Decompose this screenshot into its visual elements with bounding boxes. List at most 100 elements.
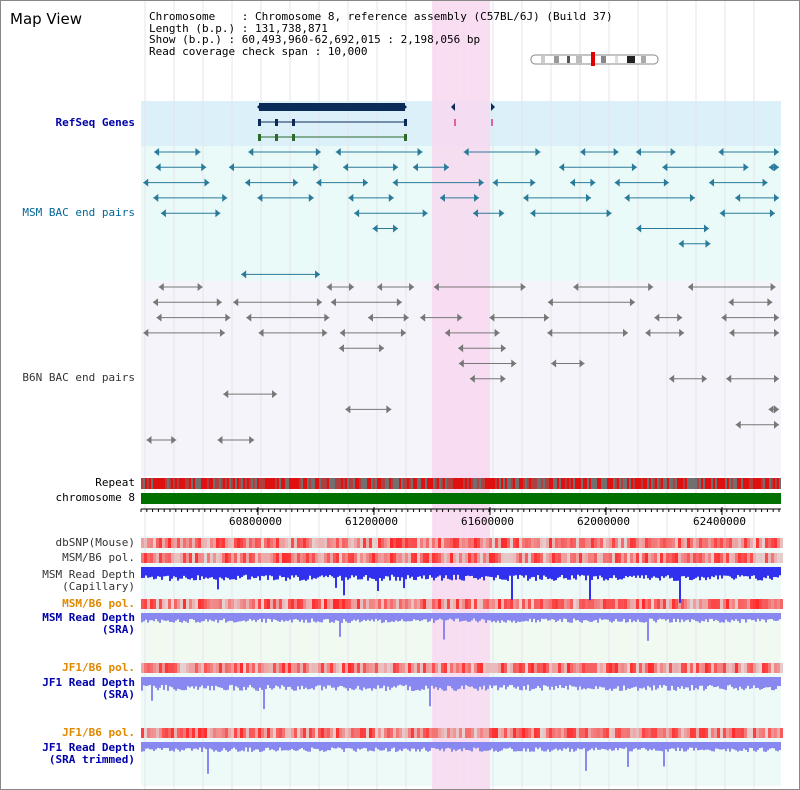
track-label-msm-b6-pol-2[interactable]: MSM/B6 pol. bbox=[62, 597, 135, 610]
msm-capillary-depth-bar bbox=[291, 567, 293, 576]
jf1-b6-pol-cell bbox=[249, 663, 252, 673]
repeat-segment bbox=[265, 478, 267, 489]
msm-capillary-depth-bar bbox=[607, 567, 609, 581]
msm-sra-depth-bar bbox=[603, 613, 605, 620]
msm-capillary-depth-bar bbox=[149, 567, 151, 578]
jf1-b6-pol-cell bbox=[504, 663, 507, 673]
dbsnp-cell bbox=[366, 538, 369, 548]
msm-b6-pol-cell bbox=[360, 553, 363, 563]
msm-sra-depth-bar bbox=[395, 613, 397, 621]
jf1-sra-depth-bar bbox=[183, 677, 185, 691]
jf1-b6-pol-cell bbox=[498, 728, 501, 738]
coverage-label: Read coverage check span : bbox=[149, 44, 322, 58]
msm-b6-pol-cell bbox=[555, 599, 558, 609]
jf1-trimmed-depth-bar bbox=[541, 742, 543, 751]
jf1-b6-pol-cell bbox=[492, 663, 495, 673]
msm-bac-pair-end bbox=[463, 148, 469, 156]
b6n-bac-pair-end bbox=[629, 298, 635, 307]
msm-b6-pol-cell bbox=[303, 599, 306, 609]
repeat-segment bbox=[567, 478, 569, 489]
msm-capillary-depth-bar bbox=[387, 567, 389, 577]
refseq-gene-arrow bbox=[257, 103, 261, 111]
jf1-trimmed-depth-bar bbox=[433, 742, 435, 748]
dbsnp-cell bbox=[645, 538, 648, 548]
track-label-msm-read-depth-sra[interactable]: MSM Read Depth (SRA) bbox=[42, 611, 135, 636]
track-label-dbsnp[interactable]: dbSNP(Mouse) bbox=[55, 536, 135, 549]
jf1-sra-depth-bar bbox=[529, 677, 531, 691]
track-label-jf1-b6-pol-2[interactable]: JF1/B6 pol. bbox=[62, 726, 135, 739]
jf1-trimmed-depth-bar bbox=[725, 742, 727, 752]
dbsnp-cell bbox=[162, 538, 165, 548]
repeat-segment bbox=[541, 478, 543, 489]
msm-b6-pol-cell bbox=[510, 553, 513, 563]
jf1-b6-pol-cell bbox=[678, 728, 681, 738]
jf1-trimmed-depth-bar bbox=[601, 742, 603, 749]
b6n-bac-pair-end bbox=[171, 436, 177, 444]
jf1-b6-pol-cell bbox=[741, 728, 744, 738]
jf1-sra-depth-bar bbox=[317, 677, 319, 686]
dbsnp-cell bbox=[747, 538, 750, 548]
jf1-sra-depth-bar bbox=[161, 677, 163, 685]
track-label-jf1-read-depth-sra[interactable]: JF1 Read Depth (SRA) bbox=[42, 676, 135, 701]
msm-capillary-depth-bar bbox=[711, 567, 713, 577]
msm-b6-pol-cell bbox=[354, 599, 357, 609]
jf1-b6-pol-cell bbox=[474, 728, 477, 738]
jf1-trimmed-depth-bar bbox=[285, 742, 287, 751]
repeat-segment bbox=[363, 478, 365, 489]
track-label-refseq[interactable]: RefSeq Genes bbox=[55, 116, 135, 129]
jf1-sra-depth-bar bbox=[657, 677, 659, 689]
msm-b6-pol-cell bbox=[555, 553, 558, 563]
repeat-segment bbox=[445, 478, 447, 489]
jf1-trimmed-depth-bar bbox=[283, 742, 285, 751]
jf1-sra-depth-bar bbox=[209, 677, 211, 691]
msm-b6-pol-cell bbox=[273, 599, 276, 609]
dbsnp-cell bbox=[426, 538, 429, 548]
msm-sra-depth-bar bbox=[751, 613, 753, 621]
msm-capillary-depth-bar bbox=[423, 567, 425, 576]
jf1-sra-depth-bar bbox=[749, 677, 751, 689]
jf1-b6-pol-cell bbox=[342, 663, 345, 673]
msm-bac-pair-end bbox=[631, 163, 637, 172]
repeat-segment bbox=[229, 478, 231, 489]
track-label-msm-b6-pol-1[interactable]: MSM/B6 pol. bbox=[62, 551, 135, 564]
msm-b6-pol-cell bbox=[624, 553, 627, 563]
jf1-sra-depth-bar bbox=[197, 677, 199, 690]
msm-capillary-depth-bar bbox=[431, 567, 433, 578]
jf1-trimmed-depth-bar bbox=[239, 742, 241, 752]
refseq-exon bbox=[275, 134, 278, 141]
jf1-sra-depth-bar bbox=[365, 677, 367, 690]
jf1-sra-depth-bar bbox=[207, 677, 209, 686]
msm-sra-depth-bar bbox=[317, 613, 319, 622]
track-label-msm-bac[interactable]: MSM BAC end pairs bbox=[22, 206, 135, 219]
jf1-b6-pol-cell bbox=[216, 728, 219, 738]
repeat-segment bbox=[267, 478, 269, 489]
jf1-trimmed-depth-bar bbox=[265, 742, 267, 749]
jf1-trimmed-depth-bar bbox=[593, 742, 595, 751]
dbsnp-cell bbox=[498, 538, 501, 548]
jf1-b6-pol-cell bbox=[204, 663, 207, 673]
jf1-b6-pol-cell bbox=[618, 663, 621, 673]
dbsnp-cell bbox=[342, 538, 345, 548]
track-label-jf1-b6-pol-1[interactable]: JF1/B6 pol. bbox=[62, 661, 135, 674]
track-label-b6n-bac[interactable]: B6N BAC end pairs bbox=[22, 371, 135, 384]
repeat-segment bbox=[619, 478, 621, 489]
jf1-sra-depth-bar bbox=[547, 677, 549, 687]
jf1-trimmed-depth-bar bbox=[621, 742, 623, 749]
dbsnp-cell bbox=[591, 538, 594, 548]
jf1-b6-pol-cell bbox=[168, 663, 171, 673]
b6n-bac-pair-end bbox=[500, 374, 506, 383]
jf1-b6-pol-cell bbox=[561, 728, 564, 738]
jf1-sra-depth-bar bbox=[617, 677, 619, 687]
track-label-msm-read-depth-capillary[interactable]: MSM Read Depth (Capillary) bbox=[42, 568, 135, 593]
repeat-segment bbox=[589, 478, 591, 489]
jf1-trimmed-depth-bar bbox=[749, 742, 751, 748]
jf1-trimmed-depth-bar bbox=[391, 742, 393, 749]
jf1-sra-depth-bar bbox=[309, 677, 311, 689]
track-label-jf1-read-depth-trimmed[interactable]: JF1 Read Depth (SRA trimmed) bbox=[42, 741, 135, 766]
jf1-b6-pol-cell bbox=[513, 663, 516, 673]
msm-capillary-depth-bar bbox=[225, 567, 227, 578]
msm-sra-depth-bar bbox=[425, 613, 427, 620]
jf1-sra-depth-bar bbox=[375, 677, 377, 690]
msm-capillary-depth-bar bbox=[353, 567, 355, 578]
